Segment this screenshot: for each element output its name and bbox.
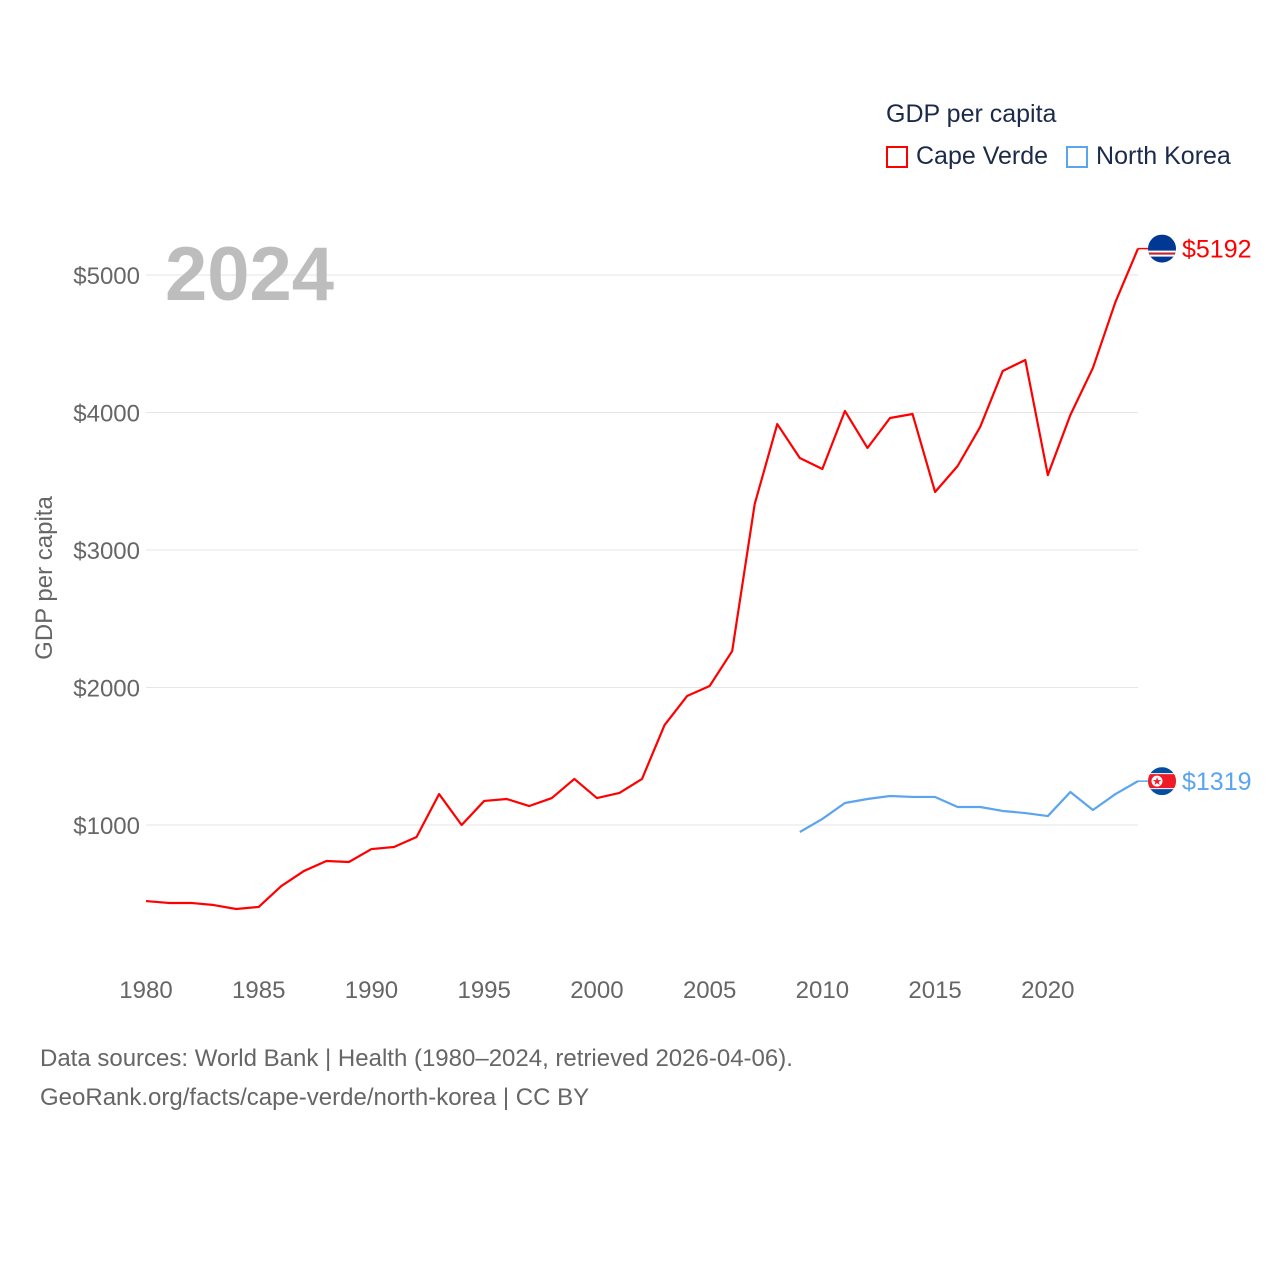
legend-label-cape-verde[interactable]: Cape Verde — [916, 142, 1049, 170]
series-line-cape-verde — [145, 248, 1140, 911]
x-tick-label: 1985 — [232, 977, 285, 1004]
x-tick-label: 2000 — [570, 977, 623, 1004]
flag-cape-verde-icon — [1148, 234, 1176, 263]
x-tick-label: 2005 — [683, 977, 736, 1004]
x-tick-label: 1990 — [345, 977, 398, 1004]
y-axis-label: GDP per capita — [31, 496, 58, 660]
end-value-label: $5192 — [1182, 236, 1252, 264]
y-tick-label: $3000 — [73, 538, 140, 565]
x-tick-label: 2020 — [1021, 977, 1074, 1004]
footer-sources: Data sources: World Bank | Health (1980–… — [40, 1045, 793, 1072]
legend-swatch-cape-verde[interactable] — [886, 145, 908, 168]
legend-swatch-north-korea[interactable] — [1066, 145, 1089, 168]
y-tick-label: $4000 — [73, 401, 140, 428]
legend-title: GDP per capita — [886, 100, 1057, 128]
svg-text:★: ★ — [1152, 776, 1162, 788]
legend: Cape Verde North Korea — [886, 142, 1231, 171]
x-tick-label: 2010 — [796, 977, 849, 1004]
end-value-label: $1319 — [1182, 768, 1252, 796]
legend-label-north-korea[interactable]: North Korea — [1096, 142, 1231, 170]
x-tick-label: 2015 — [908, 977, 961, 1004]
x-tick-label: 1995 — [457, 977, 510, 1004]
y-tick-label: $2000 — [73, 676, 140, 703]
series-line-north-korea — [799, 780, 1139, 833]
y-tick-label: $1000 — [73, 813, 140, 840]
x-tick-label: 1980 — [119, 977, 172, 1004]
flag-north-korea-icon: ★ — [1148, 767, 1176, 796]
year-label: 2024 — [165, 232, 334, 317]
footer-credit: GeoRank.org/facts/cape-verde/north-korea… — [40, 1084, 590, 1111]
y-tick-label: $5000 — [73, 263, 140, 290]
